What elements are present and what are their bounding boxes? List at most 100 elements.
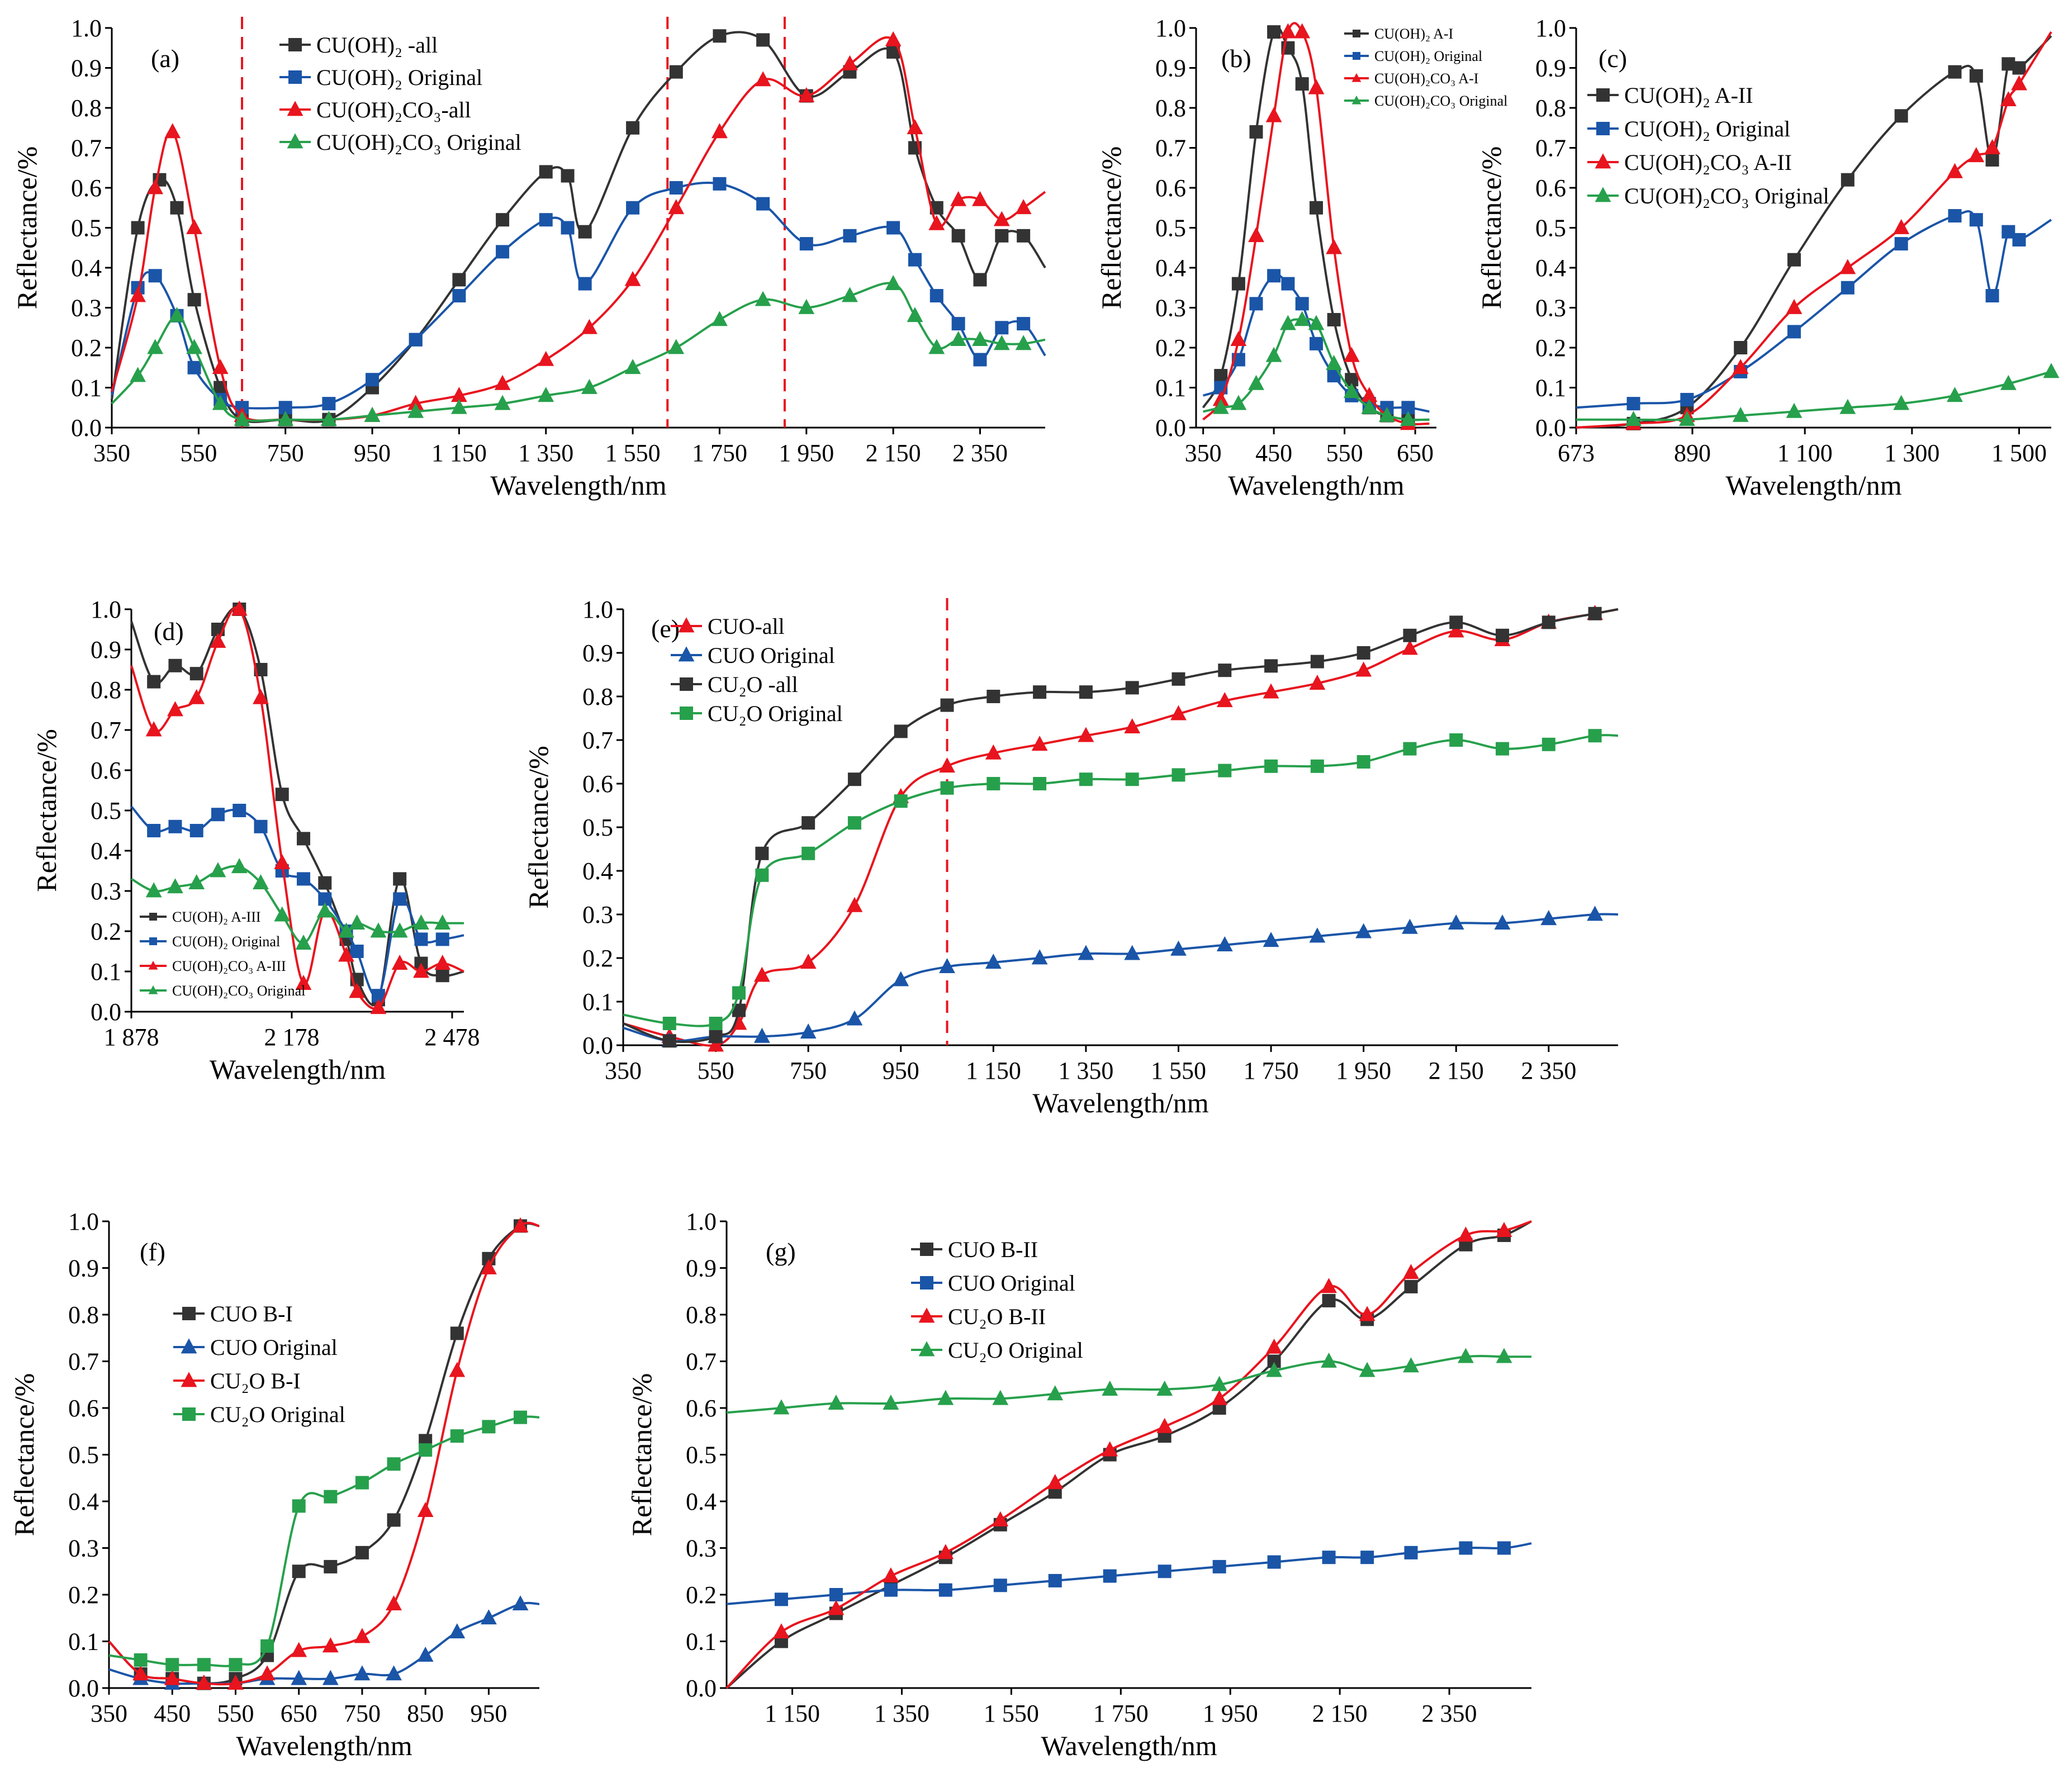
data-point <box>1231 277 1245 291</box>
data-point <box>186 339 202 354</box>
data-point <box>712 311 728 326</box>
series-1 <box>726 1541 1532 1606</box>
data-point <box>538 387 554 402</box>
x-tick-label: 450 <box>154 1700 191 1727</box>
y-tick-label: 1.0 <box>686 1208 717 1235</box>
data-point <box>1216 936 1233 951</box>
data-point <box>210 862 226 878</box>
data-point <box>1839 399 1856 414</box>
legend-marker <box>149 913 157 921</box>
data-point <box>295 974 312 990</box>
y-tick-label: 1.0 <box>91 596 121 623</box>
data-point <box>1894 109 1908 123</box>
legend-marker <box>678 646 695 662</box>
data-point <box>1839 259 1856 274</box>
data-point <box>908 253 922 267</box>
data-point <box>260 1639 274 1653</box>
legend-marker <box>1596 88 1610 102</box>
data-point <box>847 816 861 830</box>
data-point <box>668 339 685 354</box>
legend-marker <box>287 133 303 149</box>
data-point <box>233 804 246 817</box>
y-tick-label: 0.4 <box>582 857 613 885</box>
data-point <box>1327 312 1341 326</box>
series-0 <box>108 1219 540 1690</box>
data-point <box>187 361 201 374</box>
data-point <box>937 1390 954 1405</box>
data-point <box>1310 336 1323 350</box>
data-point <box>324 1490 338 1504</box>
legend: CUO B-II CUO Original CU₂O B-II CU₂O Origin… <box>911 1237 1083 1363</box>
series-3 <box>130 858 464 950</box>
data-point <box>755 71 771 87</box>
chart-panel-f: 0.0 0.1 0.2 0.3 0.4 0.5 0.6 0.7 0.8 0.9 1.0 350 450 5… <box>8 1208 540 1761</box>
x-tick-label: 1 950 <box>1336 1057 1391 1084</box>
data-point <box>1787 325 1801 339</box>
legend-entry: CU(OH)₂CO₃ Original <box>316 130 521 155</box>
data-point <box>1948 209 1962 223</box>
data-point <box>414 932 428 946</box>
data-point <box>972 191 988 206</box>
panel-label: (a) <box>151 44 179 73</box>
data-point <box>928 215 945 230</box>
data-point <box>1267 25 1281 39</box>
data-point <box>581 319 597 334</box>
data-point <box>170 201 184 215</box>
data-point <box>1308 315 1325 330</box>
data-point <box>1280 315 1296 330</box>
data-point <box>1264 659 1278 673</box>
series-1 <box>623 906 1619 1047</box>
data-point <box>1124 945 1141 960</box>
panel-label: (c) <box>1599 44 1627 73</box>
data-point <box>842 287 858 302</box>
data-point <box>1212 1559 1226 1573</box>
y-tick-label: 0.9 <box>1155 55 1186 82</box>
series-line <box>111 182 1046 410</box>
data-point <box>1267 269 1281 283</box>
data-point <box>188 689 205 704</box>
legend-marker <box>918 1307 935 1323</box>
data-point <box>295 934 312 950</box>
x-tick-label: 750 <box>790 1057 827 1084</box>
data-point <box>1267 1555 1281 1569</box>
data-point <box>292 1565 306 1578</box>
data-point <box>167 701 183 717</box>
x-tick-label: 1 750 <box>1244 1057 1299 1084</box>
y-tick-label: 0.6 <box>68 1395 99 1422</box>
data-point <box>756 33 770 47</box>
data-point <box>847 772 861 786</box>
data-point <box>481 1259 497 1274</box>
data-point <box>993 1578 1007 1592</box>
data-point <box>1322 1551 1336 1565</box>
x-tick-label: 950 <box>883 1057 919 1084</box>
y-tick-label: 0.4 <box>686 1488 717 1515</box>
data-point <box>435 932 449 946</box>
y-tick-label: 0.1 <box>686 1628 717 1656</box>
data-point <box>773 1399 790 1415</box>
data-point <box>1625 411 1642 426</box>
legend: CU(OH)₂ A-III CU(OH)₂ Original CU(OH)₂CO₃ … <box>140 909 305 999</box>
x-axis-title: Wavelength/nm <box>1041 1730 1217 1761</box>
y-tick-label: 0.6 <box>582 770 613 798</box>
data-point <box>1404 1279 1418 1293</box>
x-tick-label: 1 750 <box>1093 1700 1149 1727</box>
data-point <box>713 177 727 191</box>
data-point <box>407 402 424 418</box>
data-point <box>1124 718 1141 733</box>
data-point <box>417 1502 434 1518</box>
x-axis-title: Wavelength/nm <box>1725 470 1901 501</box>
data-point <box>1158 1565 1171 1578</box>
y-axis-title: Reflectance/% <box>31 729 62 892</box>
data-point <box>254 819 268 833</box>
y-tick-label: 0.1 <box>1155 374 1186 402</box>
x-tick-label: 1 878 <box>104 1023 159 1051</box>
data-point <box>1449 733 1463 747</box>
data-point <box>800 1023 817 1039</box>
series-line <box>108 1221 540 1686</box>
data-point <box>1496 742 1510 756</box>
series-2 <box>108 1217 540 1690</box>
y-tick-label: 0.7 <box>71 135 102 162</box>
data-point <box>449 1623 466 1639</box>
data-point <box>993 335 1010 350</box>
panel-label: (b) <box>1221 44 1251 73</box>
